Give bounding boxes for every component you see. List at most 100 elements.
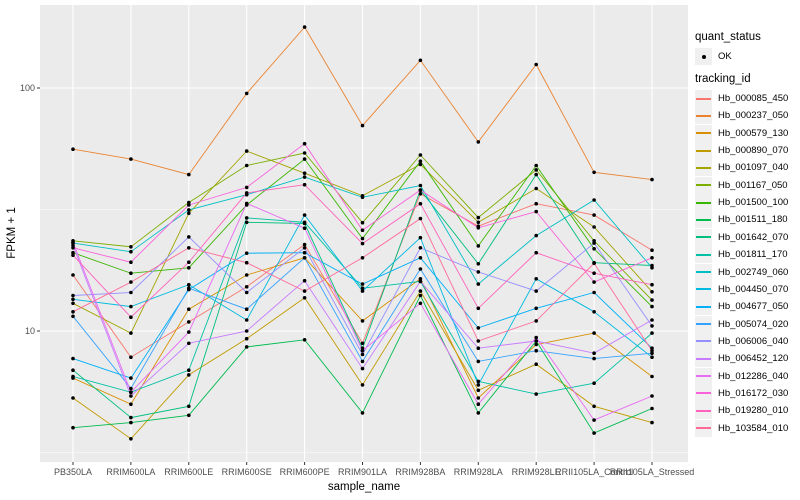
data-point xyxy=(650,304,654,309)
legend-key-box xyxy=(695,176,712,194)
data-point xyxy=(244,285,249,289)
data-point xyxy=(476,244,481,248)
line-swatch-icon xyxy=(696,166,711,169)
data-point xyxy=(302,175,307,179)
legend-item-Hb_012286_040: Hb_012286_040 xyxy=(695,367,788,385)
line-swatch-icon xyxy=(696,409,711,412)
data-point xyxy=(592,271,596,276)
line-swatch-icon xyxy=(696,375,711,378)
data-point xyxy=(302,278,307,283)
data-point xyxy=(244,290,249,295)
legend-tracking-id-title: tracking_id xyxy=(695,73,751,85)
data-point xyxy=(187,286,191,291)
legend-label: Hb_006006_040 xyxy=(718,335,789,347)
line-swatch-icon xyxy=(696,149,711,152)
line-swatch-icon xyxy=(696,236,711,239)
data-point xyxy=(476,388,481,393)
data-point xyxy=(244,307,249,312)
data-point xyxy=(187,404,191,409)
y-tick-label: 100 xyxy=(19,83,35,93)
data-point xyxy=(360,286,365,291)
data-point xyxy=(418,279,423,284)
data-point xyxy=(592,431,596,435)
data-point xyxy=(650,266,654,270)
data-point xyxy=(650,420,654,425)
data-point xyxy=(418,183,423,188)
y-tick-label: 10 xyxy=(24,326,35,336)
point-icon xyxy=(701,54,706,59)
line-swatch-icon xyxy=(696,392,711,395)
data-point xyxy=(418,192,423,196)
data-point xyxy=(129,394,133,398)
data-point xyxy=(360,123,365,128)
legend-item-Hb_002749_060: Hb_002749_060 xyxy=(695,263,789,281)
data-point xyxy=(302,151,307,155)
data-point xyxy=(592,331,596,335)
data-point xyxy=(650,351,654,356)
line-swatch-icon xyxy=(696,305,711,308)
data-point xyxy=(302,250,307,255)
legend-label: Hb_000085_450 xyxy=(718,93,789,104)
data-point xyxy=(418,201,423,206)
data-point xyxy=(476,402,481,407)
data-point xyxy=(418,159,423,163)
data-point xyxy=(476,220,481,225)
data-point xyxy=(534,250,538,255)
data-point xyxy=(187,235,191,239)
data-point xyxy=(650,324,654,328)
line-swatch-icon xyxy=(696,114,711,117)
legend-label: Hb_000579_130 xyxy=(718,127,789,139)
data-point xyxy=(534,319,538,323)
data-point xyxy=(418,162,423,167)
legend-key-box xyxy=(695,280,712,298)
data-point xyxy=(534,348,538,353)
data-point xyxy=(650,394,654,398)
data-point xyxy=(476,396,481,400)
legend-label: Hb_004677_050 xyxy=(718,301,789,313)
x-tick-label: RRII105LA_Control xyxy=(555,467,634,477)
legend-key-box xyxy=(695,384,712,402)
data-point xyxy=(302,171,307,175)
legend-item-Hb_019280_010: Hb_019280_010 xyxy=(695,402,789,420)
data-point xyxy=(360,195,365,200)
line-swatch-icon xyxy=(696,271,711,273)
legend-label: Hb_005074_020 xyxy=(718,318,789,330)
data-point xyxy=(534,163,538,168)
legend-label: Hb_001511_180 xyxy=(718,214,788,226)
legend-key-box xyxy=(695,90,712,107)
data-point xyxy=(534,342,538,347)
line-swatch-icon xyxy=(696,340,711,343)
data-point xyxy=(302,338,307,342)
x-tick-label: RRIM928BA xyxy=(395,467,446,477)
data-point xyxy=(187,373,191,377)
data-point xyxy=(534,233,538,238)
legend-label: Hb_000237_050 xyxy=(718,110,789,122)
legend-key-box xyxy=(695,419,712,437)
data-point xyxy=(71,396,75,400)
data-point xyxy=(592,381,596,386)
data-point xyxy=(244,185,249,190)
data-point xyxy=(534,362,538,367)
x-tick-label: RRIM901LA xyxy=(337,467,388,477)
data-point xyxy=(129,331,133,335)
data-point xyxy=(129,355,133,360)
data-point xyxy=(187,260,191,265)
legend-label: Hb_002749_060 xyxy=(718,266,789,278)
legend-item-Hb_004677_050: Hb_004677_050 xyxy=(695,298,789,316)
x-tick-label: RRIM928LA xyxy=(453,467,503,477)
data-point xyxy=(71,368,75,373)
legend-label: Hb_019280_010 xyxy=(718,405,789,417)
legend-key-box xyxy=(695,142,712,160)
data-point xyxy=(534,186,538,191)
data-point xyxy=(476,359,481,364)
legend-label: Hb_000890_070 xyxy=(718,145,789,157)
data-point xyxy=(360,282,365,286)
legend-key-box xyxy=(695,350,712,368)
legend-item-Hb_000579_130: Hb_000579_130 xyxy=(695,124,789,142)
legend-key-box xyxy=(695,402,712,420)
x-tick-label: RRII105LA_Stressed xyxy=(609,467,695,477)
data-point xyxy=(187,246,191,250)
data-point xyxy=(129,376,133,380)
data-point xyxy=(187,368,191,373)
data-point xyxy=(476,262,481,266)
